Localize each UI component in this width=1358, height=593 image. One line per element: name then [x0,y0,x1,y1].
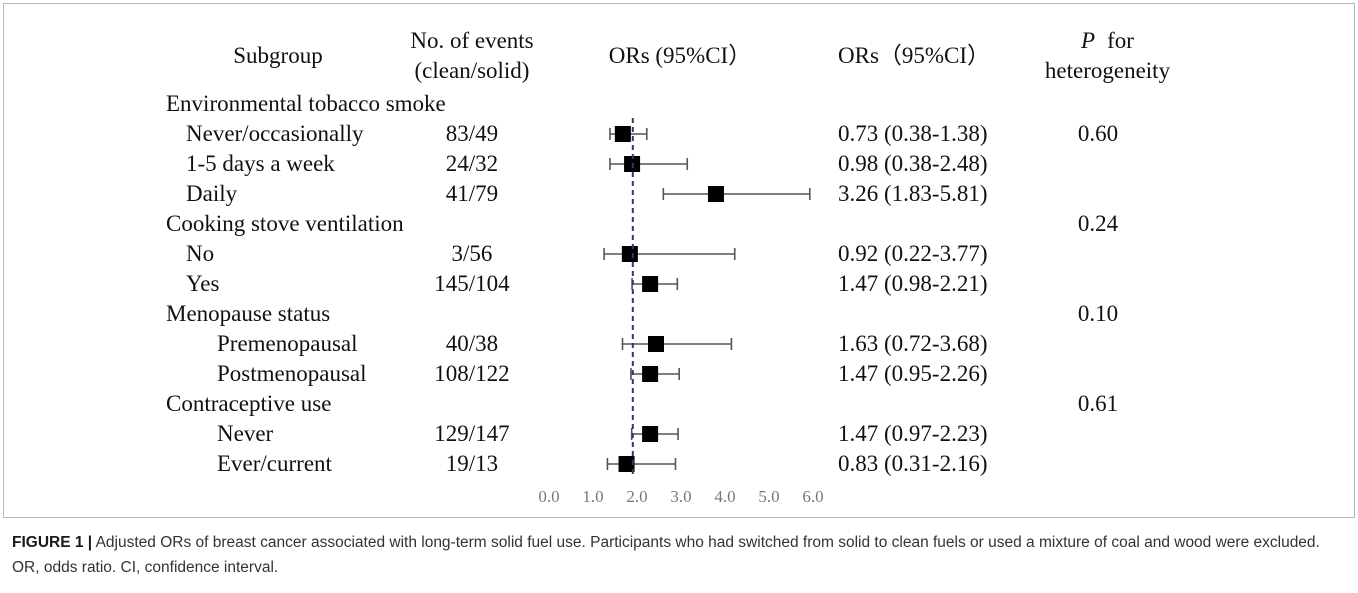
figure-frame [3,3,1355,518]
or-ci-text: 0.73 (0.38-1.38) [838,121,988,146]
subgroup-label: Never [217,421,274,446]
x-tick-label: 6.0 [802,487,824,506]
subgroup-label: Never/occasionally [186,121,364,146]
header-subgroup: Subgroup [233,43,323,68]
events-count: 129/147 [434,421,510,446]
subgroup-row: Never 129/147 1.47 (0.97-2.23) [0,419,1358,449]
group-label: Environmental tobacco smoke [166,91,446,116]
or-ci-text: 0.98 (0.38-2.48) [838,151,988,176]
events-count: 24/32 [445,151,499,176]
caption-text: Adjusted ORs of breast cancer associated… [12,534,1320,576]
subgroup-label: Daily [186,181,238,206]
p-symbol: P [1081,28,1096,53]
subgroup-row: Premenopausal 40/38 1.63 (0.72-3.68) [0,329,1358,359]
x-tick-label: 4.0 [714,487,736,506]
header-or-column: ORs（95%CI） [838,43,991,68]
p-heterogeneity: 0.10 [1077,301,1119,326]
subgroup-row: Postmenopausal 108/122 1.47 (0.95-2.26) [0,359,1358,389]
events-count: 108/122 [434,361,510,386]
x-tick-label: 2.0 [626,487,648,506]
group-label: Contraceptive use [166,391,332,416]
x-tick-label: 1.0 [582,487,604,506]
subgroup-row: Ever/current 19/13 0.83 (0.31-2.16) [0,449,1358,479]
p-heterogeneity: 0.60 [1077,121,1119,146]
or-ci-text: 1.47 (0.95-2.26) [838,361,988,386]
group-header-row: Cooking stove ventilation 0.24 [0,209,1358,239]
events-count: 40/38 [445,331,499,356]
subgroup-label: Ever/current [217,451,332,476]
or-ci-text: 1.47 (0.98-2.21) [838,271,988,296]
p-for-text: for [1107,28,1134,53]
subgroup-row: Yes 145/104 1.47 (0.98-2.21) [0,269,1358,299]
forest-plot-figure: Subgroup No. of events (clean/solid) ORs… [0,3,1358,518]
header-p-line2: heterogeneity [1044,58,1171,83]
events-count: 19/13 [445,451,499,476]
p-heterogeneity: 0.24 [1077,211,1119,236]
events-count: 3/56 [451,241,493,266]
events-count: 145/104 [434,271,510,296]
group-header-row: Environmental tobacco smoke [0,89,1358,119]
subgroup-row: Never/occasionally 83/49 0.73 (0.38-1.38) 0… [0,119,1358,149]
or-ci-text: 3.26 (1.83-5.81) [838,181,988,206]
header-events-line1: No. of events [410,28,534,53]
subgroup-row: Daily 41/79 3.26 (1.83-5.81) [0,179,1358,209]
subgroup-label: No [186,241,215,266]
x-tick-label: 5.0 [758,487,780,506]
group-label: Cooking stove ventilation [166,211,404,236]
x-tick-label: 0.0 [538,487,560,506]
caption-label: FIGURE 1 | [12,534,93,551]
subgroup-label: Premenopausal [217,331,358,356]
or-ci-text: 1.47 (0.97-2.23) [838,421,988,446]
group-label: Menopause status [166,301,331,326]
or-ci-text: 0.92 (0.22-3.77) [838,241,988,266]
or-ci-text: 1.63 (0.72-3.68) [838,331,988,356]
events-count: 41/79 [445,181,499,206]
subgroup-row: No 3/56 0.92 (0.22-3.77) [0,239,1358,269]
events-count: 83/49 [445,121,499,146]
figure-caption: FIGURE 1 | Adjusted ORs of breast cancer… [12,530,1342,580]
p-heterogeneity: 0.61 [1077,391,1119,416]
subgroup-row: 1-5 days a week 24/32 0.98 (0.38-2.48) [0,149,1358,179]
header-events-line2: (clean/solid) [414,58,530,83]
or-ci-text: 0.83 (0.31-2.16) [838,451,988,476]
group-header-row: Contraceptive use 0.61 [0,389,1358,419]
subgroup-label: Yes [186,271,220,296]
header-plot-title: ORs (95%CI） [608,43,752,68]
subgroup-label: Postmenopausal [217,361,367,386]
group-header-row: Menopause status 0.10 [0,299,1358,329]
x-tick-label: 3.0 [670,487,692,506]
subgroup-label: 1-5 days a week [186,151,335,176]
